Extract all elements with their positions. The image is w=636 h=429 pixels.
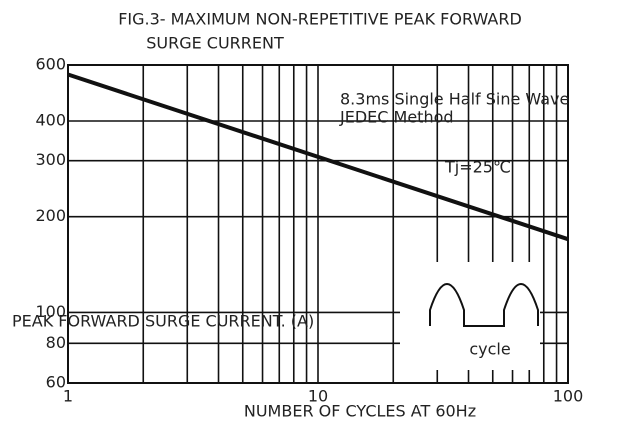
- x-axis-label: NUMBER OF CYCLES AT 60Hz: [244, 402, 476, 421]
- y-tick-label: 200: [35, 206, 66, 225]
- chart-subtitle: SURGE CURRENT: [146, 34, 284, 53]
- inset-label: cycle: [469, 340, 510, 359]
- annotation: Tj=25℃: [444, 158, 511, 177]
- inset-box: [400, 262, 540, 370]
- y-tick-label: 300: [35, 150, 66, 169]
- x-tick-label: 1: [63, 387, 73, 406]
- annotation: 8.3ms Single Half Sine Wave: [340, 90, 569, 109]
- plot-border: [67, 64, 569, 384]
- y-tick-label: 60: [46, 373, 66, 392]
- data-line: [67, 72, 569, 242]
- y-axis-label: PEAK FORWARD SURGE CURRENT. (A): [12, 312, 314, 331]
- x-tick-label: 10: [308, 387, 328, 406]
- y-tick-label: 400: [35, 110, 66, 129]
- chart-title: FIG.3- MAXIMUM NON-REPETITIVE PEAK FORWA…: [118, 10, 522, 29]
- sine-wave-icon: [429, 283, 539, 327]
- y-tick-label: 80: [46, 333, 66, 352]
- y-tick-label: 600: [35, 55, 66, 74]
- y-tick-label: 100: [35, 302, 66, 321]
- annotation: JEDEC Method: [339, 108, 454, 127]
- x-tick-label: 100: [553, 387, 584, 406]
